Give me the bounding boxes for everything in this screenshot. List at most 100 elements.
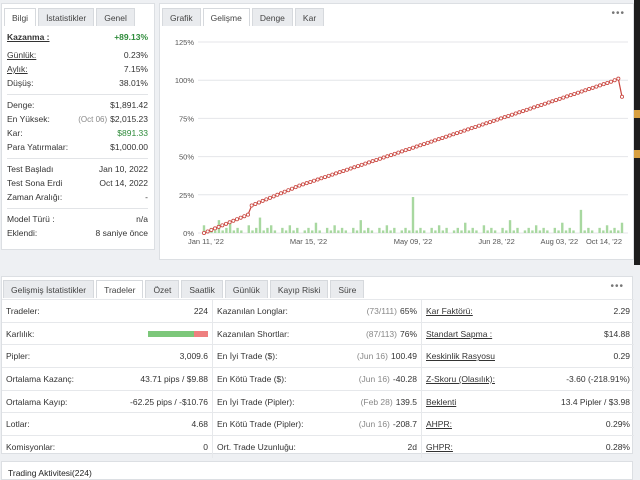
- growth-point: [359, 162, 364, 167]
- y-tick-label: 0%: [183, 229, 194, 238]
- trading-activity-bar[interactable]: Trading Aktivitesi(224): [1, 461, 633, 480]
- info-value: $1,891.42: [110, 100, 148, 110]
- stats-tab-s-re[interactable]: Süre: [330, 280, 365, 298]
- dots-icon[interactable]: •••: [611, 8, 625, 19]
- chart-tab-denge[interactable]: Denge: [251, 8, 293, 26]
- stats-tab-geli-mi-i-statistikler[interactable]: Gelişmiş İstatistikler: [3, 280, 95, 298]
- volume-bar: [572, 230, 575, 233]
- volume-bar: [236, 227, 239, 233]
- stats-tab-saatlik[interactable]: Saatlik: [181, 280, 223, 298]
- chart-tab-kar[interactable]: Kar: [294, 8, 325, 26]
- growth-point: [454, 131, 459, 136]
- volume-bar: [419, 227, 422, 233]
- stats-label: Ort. Trade Uzunluğu:: [217, 441, 296, 452]
- growth-point: [553, 98, 558, 103]
- info-row: Denge: $1,891.42: [7, 98, 148, 112]
- info-row: Günlük: 0.23%: [7, 48, 148, 62]
- volume-bar: [583, 230, 586, 233]
- info-label[interactable]: Aylık:: [7, 64, 28, 74]
- stats-label[interactable]: AHPR:: [426, 419, 452, 430]
- growth-point: [608, 79, 613, 84]
- info-label: Test Başladı: [7, 164, 54, 174]
- stats-row: Karlılık: Kazanılan Shortlar: (87/113) 76% S…: [2, 321, 634, 345]
- volume-bar: [493, 230, 497, 233]
- growth-point: [480, 122, 485, 127]
- growth-point: [418, 143, 423, 148]
- stats-label[interactable]: GHPR:: [426, 441, 453, 452]
- growth-point: [297, 183, 302, 188]
- volume-bar: [542, 227, 545, 233]
- volume-bar: [602, 230, 605, 233]
- stats-cell: GHPR: 0.28%: [422, 436, 634, 458]
- growth-point: [564, 94, 569, 99]
- volume-bar: [467, 230, 471, 233]
- stats-label[interactable]: Standart Sapma :: [426, 328, 493, 339]
- right-edge-strip: [634, 0, 640, 265]
- chart-tab-geli-me[interactable]: Gelişme: [202, 8, 250, 26]
- growth-point: [440, 135, 445, 140]
- growth-point: [414, 144, 419, 149]
- chart-tabs: Grafik Gelişme Denge Kar: [162, 6, 633, 26]
- volume-bar: [534, 225, 538, 233]
- stats-tab-zet[interactable]: Özet: [145, 280, 180, 298]
- info-row: Düşüş: 38.01%: [7, 76, 148, 90]
- stats-row: Ortalama Kayıp: -62.25 pips / -$10.76 En İ…: [2, 389, 634, 413]
- stats-cell: Kazanılan Longlar: (73/111) 65%: [213, 300, 422, 322]
- stats-value: (73/111) 65%: [366, 305, 417, 316]
- info-value: Jan 10, 2022: [98, 164, 148, 174]
- growth-point: [612, 78, 617, 83]
- stats-cell: Lotlar: 4.68: [2, 413, 213, 436]
- stats-note: (Jun 16): [358, 373, 390, 384]
- volume-bar: [381, 230, 385, 233]
- volume-bar: [363, 230, 366, 233]
- volume-bar: [538, 230, 542, 233]
- stats-cell: Kazanılan Shortlar: (87/113) 76%: [213, 322, 422, 345]
- volume-bar: [546, 230, 549, 233]
- growth-point: [381, 155, 386, 160]
- growth-point: [260, 198, 265, 203]
- stats-tab-tradeler[interactable]: Tradeler: [96, 280, 144, 298]
- info-tab-bilgi[interactable]: Bilgi: [4, 8, 37, 26]
- stats-label[interactable]: Kar Faktörü:: [426, 305, 473, 316]
- growth-point: [458, 129, 463, 134]
- info-value: -: [145, 192, 148, 202]
- info-label[interactable]: Kazanma :: [7, 32, 50, 42]
- info-row: Para Yatırmalar: $1,000.00: [7, 140, 148, 154]
- stats-label: Lotlar:: [6, 419, 30, 430]
- volume-bar: [422, 230, 426, 233]
- stats-label[interactable]: Z-Skoru (Olasılık):: [426, 373, 495, 384]
- growth-point: [264, 197, 269, 202]
- stats-label: Kazanılan Shortlar:: [217, 328, 290, 339]
- info-row: Kazanma : +89.13%: [7, 30, 148, 44]
- volume-bar: [232, 230, 236, 233]
- info-label: Eklendi:: [7, 228, 38, 238]
- info-label: Model Türü :: [7, 214, 55, 224]
- volume-bar: [221, 230, 224, 233]
- info-tab-genel[interactable]: Genel: [96, 8, 135, 26]
- stats-cell: Ort. Trade Uzunluğu: 2d: [213, 436, 422, 458]
- info-label[interactable]: Günlük:: [7, 50, 37, 60]
- volume-bar: [553, 227, 557, 233]
- profitability-win: [148, 330, 194, 337]
- chart-tab-grafik[interactable]: Grafik: [162, 8, 201, 26]
- stats-label[interactable]: Keskinlik Rasyosu: [426, 351, 495, 362]
- growth-point: [377, 156, 382, 161]
- stats-tab-kay-p-riski[interactable]: Kayıp Riski: [269, 280, 329, 298]
- growth-point: [447, 133, 452, 138]
- info-row: Eklendi: 8 saniye önce: [7, 226, 148, 240]
- growth-point: [289, 186, 294, 191]
- volume-bar: [404, 227, 407, 233]
- info-value: n/a: [136, 214, 148, 224]
- growth-point: [242, 214, 247, 219]
- dots-icon[interactable]: •••: [610, 281, 624, 292]
- stats-value: -62.25 pips / -$10.76: [130, 396, 208, 407]
- stats-label[interactable]: Beklenti: [426, 396, 457, 407]
- info-tab-i-statistikler[interactable]: İstatistikler: [38, 8, 95, 26]
- info-row: Aylık: 7.15%: [7, 62, 148, 76]
- growth-point: [319, 176, 324, 181]
- info-row: Test Sona Erdi Oct 14, 2022: [7, 176, 148, 190]
- growth-point: [579, 89, 584, 94]
- growth-point: [300, 182, 305, 187]
- stats-tab-g-nl-k[interactable]: Günlük: [224, 280, 268, 298]
- stats-value: (Jun 16) -208.7: [358, 419, 417, 430]
